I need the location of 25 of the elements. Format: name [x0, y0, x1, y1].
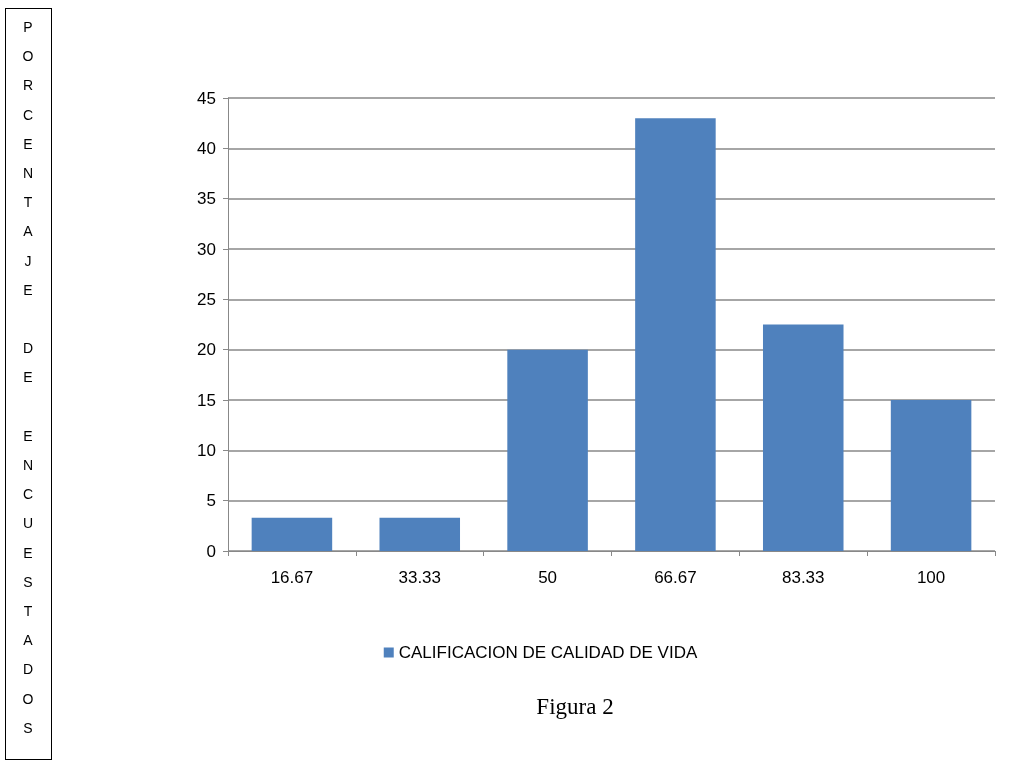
x-tick-label: 50	[538, 568, 558, 587]
y-tick-label: 15	[197, 390, 216, 410]
x-tick-label: 83.33	[781, 568, 825, 587]
bar	[890, 400, 972, 551]
y-tick-label: 45	[197, 88, 216, 108]
text: Figura 2	[536, 694, 614, 719]
y-tick-label: 35	[197, 189, 216, 209]
legend-label: CALIFICACION DE CALIDAD DE VIDA	[398, 643, 698, 662]
y-tick-label: 40	[197, 138, 216, 158]
bar	[251, 517, 333, 551]
bar	[507, 349, 588, 551]
text: PORCENTAJE DE ENCUESTADOS	[5, 8, 52, 760]
y-tick-label: 25	[197, 289, 216, 309]
bar	[379, 517, 461, 551]
bar	[762, 324, 844, 551]
y-tick-label: 10	[197, 440, 216, 460]
y-tick-label: 5	[206, 491, 216, 511]
bar	[635, 118, 716, 551]
x-tick-label: 66.67	[654, 568, 697, 587]
y-tick-label: 0	[206, 541, 216, 561]
x-tick-label: 100	[916, 568, 946, 587]
y-tick-label: 30	[197, 239, 216, 259]
x-tick-label: 16.67	[270, 568, 314, 587]
y-tick-label: 20	[197, 340, 216, 360]
x-tick-label: 33.33	[398, 568, 442, 587]
